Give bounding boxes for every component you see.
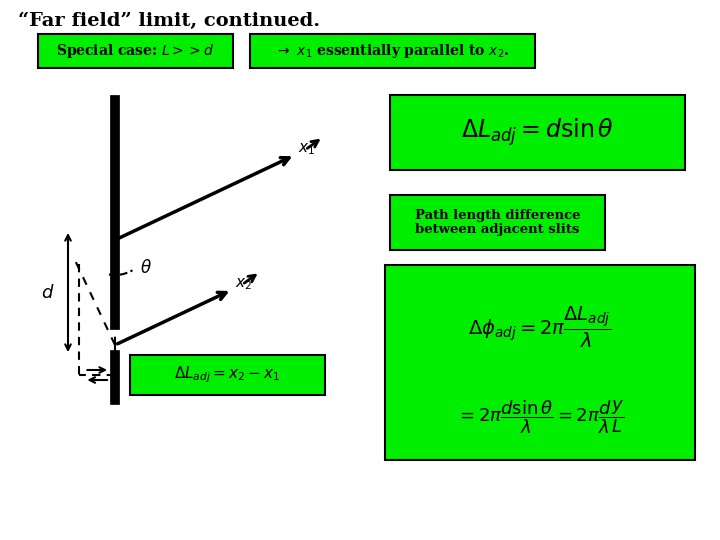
Text: $\Delta L_{adj} = x_2 - x_1$: $\Delta L_{adj} = x_2 - x_1$ (174, 364, 280, 386)
Text: Path length difference
between adjacent slits: Path length difference between adjacent … (415, 208, 580, 237)
Bar (385, 265, 695, 460)
Text: $\theta$: $\theta$ (140, 259, 152, 277)
Bar (390, 95, 685, 170)
Text: $\Delta L_{adj} = d\sin\theta$: $\Delta L_{adj} = d\sin\theta$ (461, 117, 614, 148)
Text: $= 2\pi\dfrac{d\sin\theta}{\lambda} = 2\pi\dfrac{d}{\lambda}\dfrac{y}{L}$: $= 2\pi\dfrac{d\sin\theta}{\lambda} = 2\… (456, 399, 624, 436)
Bar (130, 355, 325, 395)
Bar (250, 34, 535, 68)
Text: $x_1$: $x_1$ (298, 141, 315, 157)
Text: $\rightarrow$ $x_1$ essentially parallel to $x_2$.: $\rightarrow$ $x_1$ essentially parallel… (275, 42, 509, 60)
Text: $\Delta\phi_{adj} = 2\pi\dfrac{\Delta L_{adj}}{\lambda}$: $\Delta\phi_{adj} = 2\pi\dfrac{\Delta L_… (469, 305, 611, 350)
Text: Special case: $L >> d$: Special case: $L >> d$ (56, 42, 214, 60)
Bar (390, 195, 605, 250)
Text: $d$: $d$ (41, 284, 55, 301)
Text: “Far field” limit, continued.: “Far field” limit, continued. (18, 12, 320, 30)
Bar (38, 34, 233, 68)
Text: $x_2$: $x_2$ (235, 276, 252, 292)
